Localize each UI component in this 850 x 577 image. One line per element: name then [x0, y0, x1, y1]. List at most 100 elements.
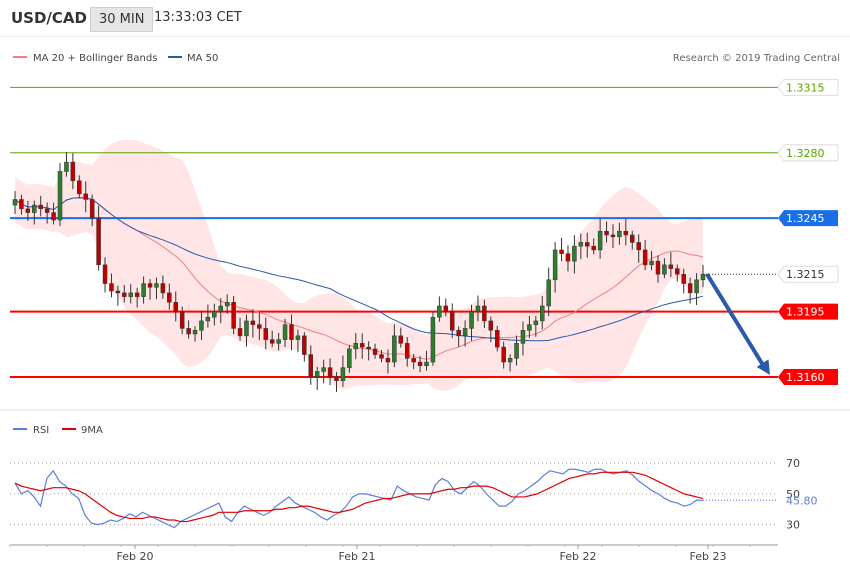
candle-54: [359, 333, 365, 359]
rsi-tick-1: 50: [786, 488, 800, 501]
candle-90: [591, 238, 596, 255]
forecast-arrow: [705, 273, 770, 375]
candle-50: [334, 372, 339, 392]
credit-text: Research © 2019 Trading Central: [673, 53, 840, 64]
candle-9: [70, 153, 76, 190]
rsi-legend-label: RSI: [33, 425, 49, 436]
candle-8: [64, 152, 69, 177]
candle-15: [109, 273, 114, 298]
candle-45: [302, 332, 307, 362]
candle-29: [199, 310, 204, 341]
candle-61: [404, 336, 410, 367]
candle-18: [128, 284, 133, 304]
level-label-0: 1.3315: [786, 81, 825, 94]
candle-102: [668, 252, 674, 278]
candle-52: [347, 344, 352, 373]
header-bar: USD/CAD 30 MIN 13:33:03 CET: [0, 0, 850, 36]
timeframe-badge[interactable]: 30 MIN: [90, 7, 154, 32]
rsi-tick-0: 70: [786, 457, 800, 470]
candle-44: [295, 329, 301, 353]
candle-51: [340, 355, 346, 387]
candle-31: [212, 303, 217, 326]
level-tag-4: [778, 368, 838, 385]
candle-57: [379, 350, 384, 363]
candle-10: [77, 175, 82, 199]
candle-14: [102, 257, 108, 293]
candle-56: [372, 343, 378, 359]
candle-11: [83, 181, 88, 213]
bollinger-bands: [15, 139, 703, 391]
candle-97: [636, 234, 641, 263]
candle-4: [38, 195, 43, 217]
chart-area: [0, 36, 850, 577]
candle-17: [122, 284, 127, 303]
candle-58: [385, 349, 391, 374]
candle-27: [186, 320, 191, 339]
candle-66: [437, 296, 442, 322]
time-ticks: Feb 20 Feb 21 Feb 22 Feb 23: [9, 545, 751, 563]
candle-48: [321, 359, 326, 384]
candle-33: [224, 294, 230, 314]
candle-43: [289, 314, 294, 351]
candle-73: [482, 299, 487, 329]
candle-95: [623, 219, 629, 246]
candle-101: [662, 258, 667, 279]
candle-28: [192, 326, 198, 342]
time-tick-label-2: Feb 22: [560, 550, 597, 563]
candle-1: [19, 194, 24, 215]
current-price-tag: [777, 265, 839, 283]
candle-26: [179, 306, 185, 335]
candle-100: [655, 255, 661, 283]
candle-79: [520, 321, 526, 356]
candle-12: [89, 194, 95, 227]
candle-87: [572, 235, 577, 274]
candle-68: [449, 303, 455, 338]
rsi-series-0: [14, 468, 704, 529]
candle-41: [276, 332, 281, 351]
candle-72: [475, 295, 481, 322]
candle-62: [411, 353, 416, 370]
price-levels: 1.3315 1.3280 1.3245 1.3195 1.3160 1.3215: [10, 78, 839, 385]
ma50-line: [14, 197, 704, 342]
candle-91: [597, 218, 603, 259]
rsi-tick-2: 30: [786, 519, 800, 532]
candle-47: [314, 366, 320, 390]
candle-7: [57, 163, 63, 226]
candle-106: [694, 273, 699, 306]
candle-37: [250, 309, 256, 338]
candle-55: [366, 341, 371, 361]
level-label-2: 1.3245: [786, 212, 825, 225]
forecast-arrow-head: [756, 359, 770, 375]
candle-71: [469, 304, 474, 341]
candle-6: [51, 202, 56, 225]
level-tag-0: [777, 78, 839, 96]
current-rsi-label: 45.80: [786, 494, 818, 507]
candle-64: [424, 350, 429, 371]
time-tick-label-1: Feb 21: [339, 550, 376, 563]
candle-34: [231, 296, 236, 335]
candle-30: [205, 304, 211, 328]
candle-98: [642, 240, 648, 271]
candle-81: [533, 316, 539, 337]
candle-32: [218, 298, 224, 324]
candle-99: [649, 251, 654, 271]
candle-88: [578, 233, 584, 260]
forecast-arrow-shaft: [705, 273, 768, 372]
candle-59: [392, 324, 397, 368]
candle-60: [398, 327, 404, 348]
level-label-3: 1.3195: [786, 306, 825, 319]
candle-67: [443, 298, 449, 317]
level-tag-2: [778, 210, 838, 227]
level-tag-1: [777, 144, 839, 162]
candle-20: [141, 276, 146, 304]
candle-84: [552, 241, 558, 293]
candle-94: [617, 222, 622, 245]
candle-49: [327, 358, 333, 386]
rsi-pane: 70 50 30 45.80: [10, 457, 818, 532]
candle-77: [507, 354, 513, 372]
candle-13: [96, 205, 101, 271]
candle-22: [154, 277, 159, 300]
candle-2: [25, 200, 31, 222]
candle-24: [167, 283, 172, 310]
